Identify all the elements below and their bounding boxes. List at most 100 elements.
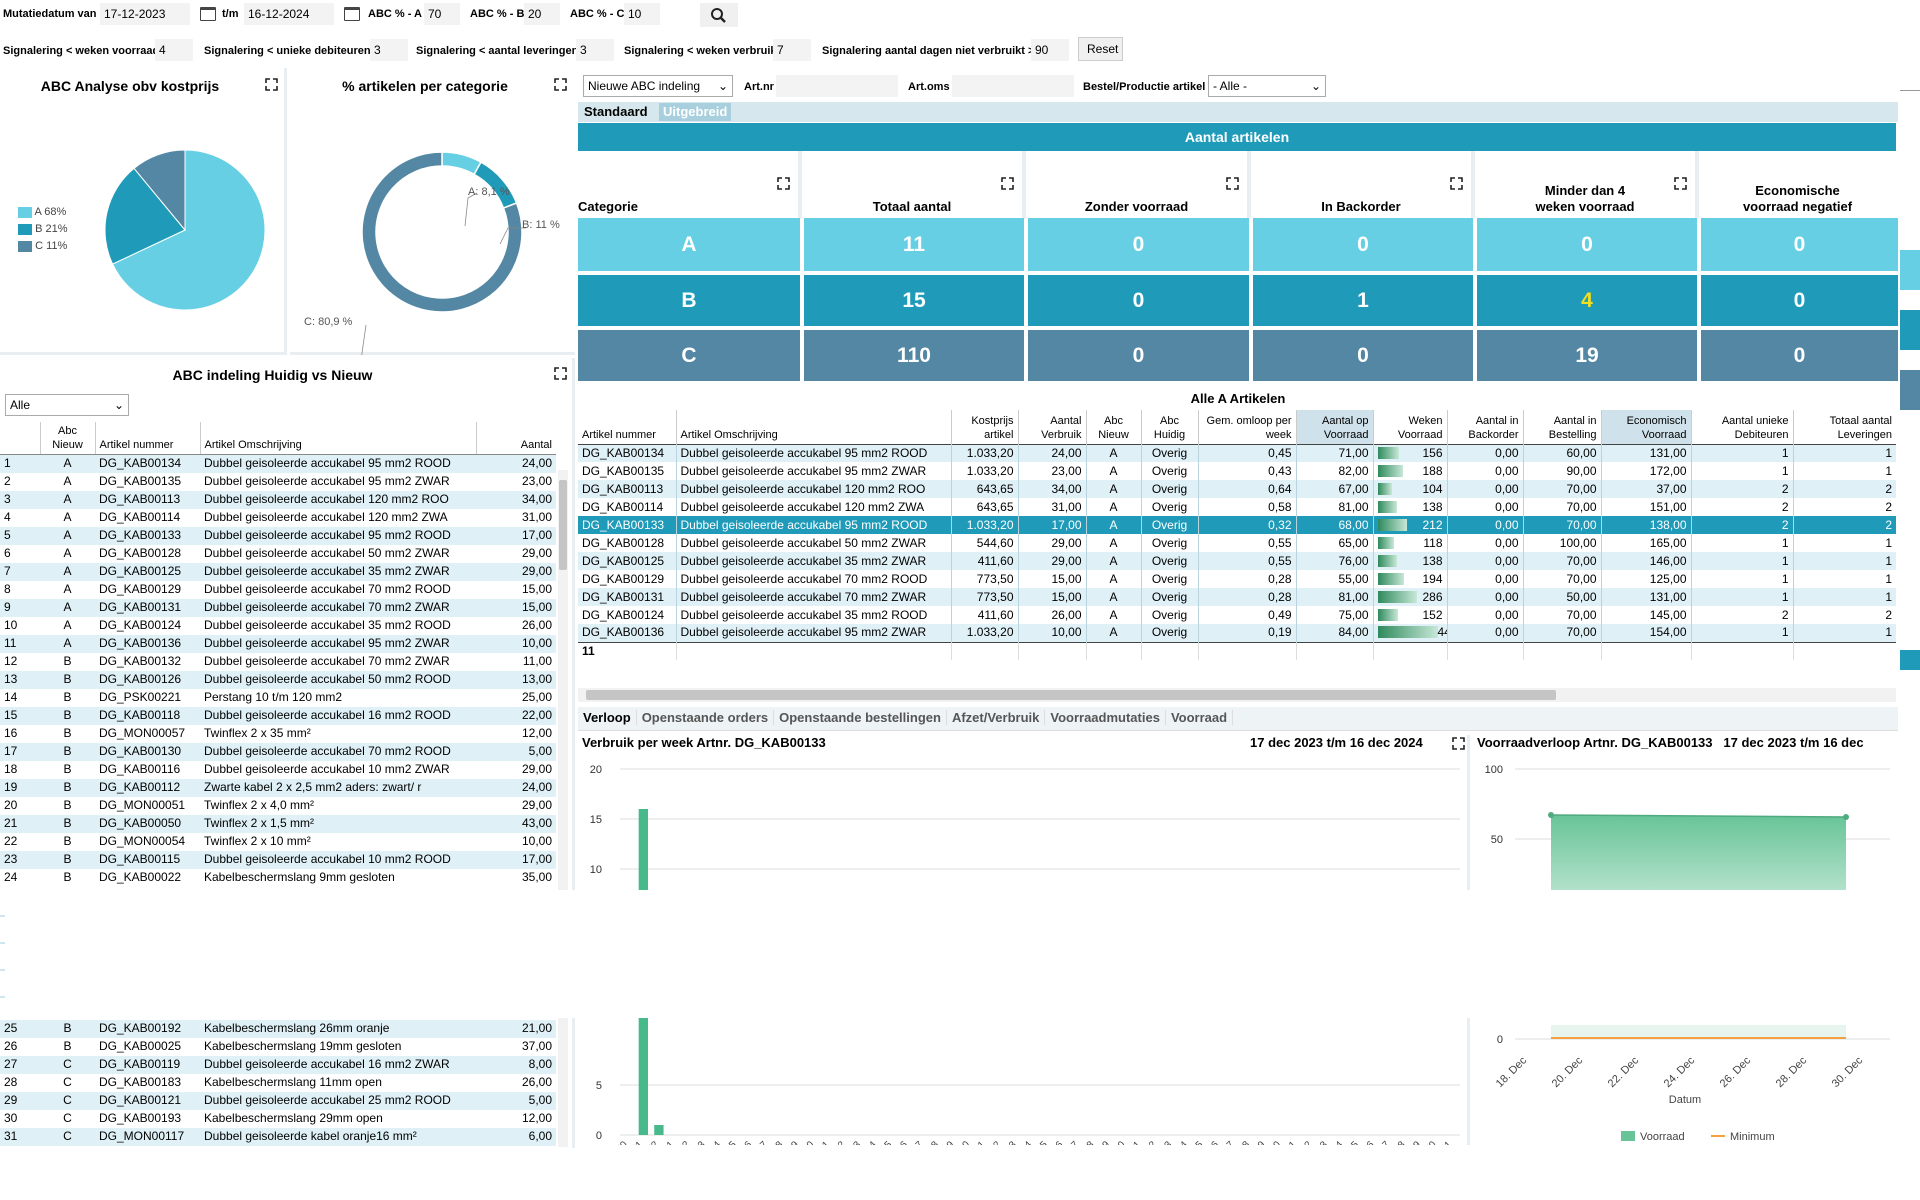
detail-col-header[interactable]: Totaal aantal Leveringen: [1792, 410, 1896, 444]
tab-uitgebreid[interactable]: Uitgebreid: [659, 103, 732, 121]
summary-row[interactable]: B 15 0 1 4 0: [578, 273, 1902, 330]
expand-icon[interactable]: [1001, 177, 1014, 190]
col-header-abc[interactable]: Abc Nieuw: [39, 422, 95, 454]
table-row[interactable]: 11 A DG_KAB00136 Dubbel geisoleerde accukab…: [0, 634, 556, 653]
artnr-input[interactable]: [776, 75, 898, 97]
indeling-select[interactable]: Nieuwe ABC indeling ⌄: [583, 75, 733, 97]
summary-header-cell[interactable]: Categorie: [578, 151, 798, 219]
abc-filter-select[interactable]: Alle ⌄: [5, 394, 129, 416]
table-row[interactable]: 16 B DG_MON00057 Twinflex 2 x 35 mm² 12,00: [0, 724, 556, 743]
table-row[interactable]: 12 B DG_KAB00132 Dubbel geisoleerde accukab…: [0, 652, 556, 671]
summary-row[interactable]: A 11 0 0 0 0: [578, 218, 1902, 275]
col-header-aantal[interactable]: Aantal: [475, 422, 556, 454]
summary-category-cell[interactable]: B: [578, 273, 804, 330]
detail-col-header[interactable]: Weken Voorraad: [1372, 410, 1447, 444]
reset-button[interactable]: Reset: [1078, 37, 1123, 61]
table-row[interactable]: 8 A DG_KAB00129 Dubbel geisoleerde accukabe…: [0, 580, 556, 599]
summary-value-cell[interactable]: 4: [1475, 273, 1701, 330]
verbruik-bar[interactable]: [654, 1125, 664, 1135]
table-row[interactable]: 3 A DG_KAB00113 Dubbel geisoleerde accukabe…: [0, 490, 556, 509]
table-row[interactable]: DG_KAB00134 Dubbel geisoleerde accukabel …: [578, 443, 1896, 462]
summary-value-cell[interactable]: 110: [802, 328, 1028, 385]
table-row[interactable]: 7 A DG_KAB00125 Dubbel geisoleerde accukabe…: [0, 562, 556, 581]
table-row[interactable]: 2 A DG_KAB00135 Dubbel geisoleerde accukabe…: [0, 472, 556, 491]
table-row[interactable]: 18 B DG_KAB00116 Dubbel geisoleerde accukab…: [0, 760, 556, 779]
sig-deb-input[interactable]: 3: [370, 39, 408, 61]
table-row[interactable]: 25 B DG_KAB00192 Kabelbeschermslang 26mm or…: [0, 1019, 556, 1038]
table-row[interactable]: 17 B DG_KAB00130 Dubbel geisoleerde accukab…: [0, 742, 556, 761]
expand-icon[interactable]: [265, 78, 278, 91]
date-to-input[interactable]: 16-12-2024: [244, 3, 334, 25]
table-row[interactable]: DG_KAB00113 Dubbel geisoleerde accukabel …: [578, 480, 1896, 498]
abc-b-input[interactable]: 20: [524, 3, 560, 25]
summary-value-cell[interactable]: 0: [1699, 328, 1902, 385]
summary-value-cell[interactable]: 0: [1026, 218, 1253, 275]
expand-icon[interactable]: [554, 367, 567, 380]
col-header-oms[interactable]: Artikel Omschrijving: [199, 422, 476, 454]
table-row[interactable]: 30 C DG_KAB00193 Kabelbeschermslang 29mm op…: [0, 1109, 556, 1128]
search-button[interactable]: [700, 3, 738, 27]
sig-lev-input[interactable]: 3: [576, 39, 614, 61]
legend-voorraad[interactable]: Voorraad: [1640, 1131, 1685, 1143]
legend-minimum[interactable]: Minimum: [1730, 1131, 1775, 1143]
summary-category-cell[interactable]: C: [578, 328, 804, 385]
table-row[interactable]: 13 B DG_KAB00126 Dubbel geisoleerde accukab…: [0, 670, 556, 689]
date-from-input[interactable]: 17-12-2023: [100, 3, 190, 25]
summary-value-cell[interactable]: 11: [802, 218, 1028, 275]
expand-icon[interactable]: [1226, 177, 1239, 190]
expand-icon[interactable]: [1452, 737, 1465, 750]
pie-slice-c[interactable]: [133, 149, 186, 232]
summary-value-cell[interactable]: 0: [1026, 328, 1253, 385]
tab-voorraadmutaties[interactable]: Voorraadmutaties: [1045, 710, 1166, 725]
col-header-art[interactable]: Artikel nummer: [94, 422, 200, 454]
detail-col-header[interactable]: Aantal in Bestelling: [1522, 410, 1601, 444]
pie-slice-a[interactable]: [111, 149, 266, 311]
table-row[interactable]: DG_KAB00114 Dubbel geisoleerde accukabel …: [578, 498, 1896, 516]
detail-col-header[interactable]: Aantal Verbruik: [1017, 410, 1086, 444]
table-row[interactable]: DG_KAB00135 Dubbel geisoleerde accukabel …: [578, 462, 1896, 480]
detail-col-header[interactable]: Gem. omloop per week: [1197, 410, 1296, 444]
table-row[interactable]: 10 A DG_KAB00124 Dubbel geisoleerde accukab…: [0, 616, 556, 635]
bestel-select[interactable]: - Alle - ⌄: [1208, 75, 1326, 97]
expand-icon[interactable]: [554, 78, 567, 91]
summary-value-cell[interactable]: 0: [1699, 273, 1902, 330]
artoms-input[interactable]: [952, 75, 1074, 97]
scrollbar-thumb[interactable]: [586, 690, 1556, 700]
expand-icon[interactable]: [1450, 177, 1463, 190]
summary-value-cell[interactable]: 15: [802, 273, 1028, 330]
summary-header-cell[interactable]: In Backorder: [1247, 151, 1471, 219]
summary-value-cell[interactable]: 0: [1251, 328, 1477, 385]
abc-a-input[interactable]: 70: [424, 3, 460, 25]
tab-verloop[interactable]: Verloop: [578, 710, 637, 725]
table-row[interactable]: DG_KAB00131 Dubbel geisoleerde accukabel …: [578, 588, 1896, 606]
detail-col-header[interactable]: Aantal unieke Debiteuren: [1690, 410, 1793, 444]
table-row[interactable]: 14 B DG_PSK00221 Perstang 10 t/m 120 mm2 25,…: [0, 688, 556, 707]
table-row[interactable]: DG_KAB00124 Dubbel geisoleerde accukabel …: [578, 606, 1896, 624]
legend-item-b[interactable]: B 21%: [18, 221, 68, 238]
table-row[interactable]: 19 B DG_KAB00112 Zwarte kabel 2 x 2,5 mm2 a…: [0, 778, 556, 797]
voorraad-point[interactable]: [1843, 814, 1849, 820]
table-row[interactable]: DG_KAB00136 Dubbel geisoleerde accukabel …: [578, 624, 1896, 642]
table-row[interactable]: 20 B DG_MON00051 Twinflex 2 x 4,0 mm² 29,00: [0, 796, 556, 815]
table-row[interactable]: 9 A DG_KAB00131 Dubbel geisoleerde accukabe…: [0, 598, 556, 617]
summary-value-cell[interactable]: 0: [1475, 218, 1701, 275]
table-row[interactable]: 5 A DG_KAB00133 Dubbel geisoleerde accukabe…: [0, 526, 556, 545]
table-row[interactable]: DG_KAB00128 Dubbel geisoleerde accukabel …: [578, 534, 1896, 552]
table-row[interactable]: 24 B DG_KAB00022 Kabelbeschermslang 9mm ges…: [0, 868, 556, 887]
detail-col-header[interactable]: Economisch Voorraad: [1600, 410, 1691, 444]
detail-col-header[interactable]: Abc Huidig: [1140, 410, 1198, 444]
donut-slice-a[interactable]: [441, 151, 483, 176]
tab-standaard[interactable]: Standaard: [584, 104, 648, 119]
table-row[interactable]: 15 B DG_KAB00118 Dubbel geisoleerde accukab…: [0, 706, 556, 725]
table-row[interactable]: 22 B DG_MON00054 Twinflex 2 x 10 mm² 10,00: [0, 832, 556, 851]
donut-slice-c[interactable]: [361, 151, 523, 313]
table-row[interactable]: 31 C DG_MON00117 Dubbel geisoleerde kabel o…: [0, 1127, 556, 1146]
detail-col-header[interactable]: Abc Nieuw: [1085, 410, 1141, 444]
table-row[interactable]: 29 C DG_KAB00121 Dubbel geisoleerde accukab…: [0, 1091, 556, 1110]
calendar-icon[interactable]: [200, 7, 216, 21]
summary-value-cell[interactable]: 0: [1251, 218, 1477, 275]
detail-hscrollbar[interactable]: [578, 688, 1896, 702]
detail-col-header[interactable]: Artikel nummer: [582, 428, 656, 441]
sig-verbr-input[interactable]: 7: [773, 39, 811, 61]
summary-value-cell[interactable]: 0: [1026, 273, 1253, 330]
